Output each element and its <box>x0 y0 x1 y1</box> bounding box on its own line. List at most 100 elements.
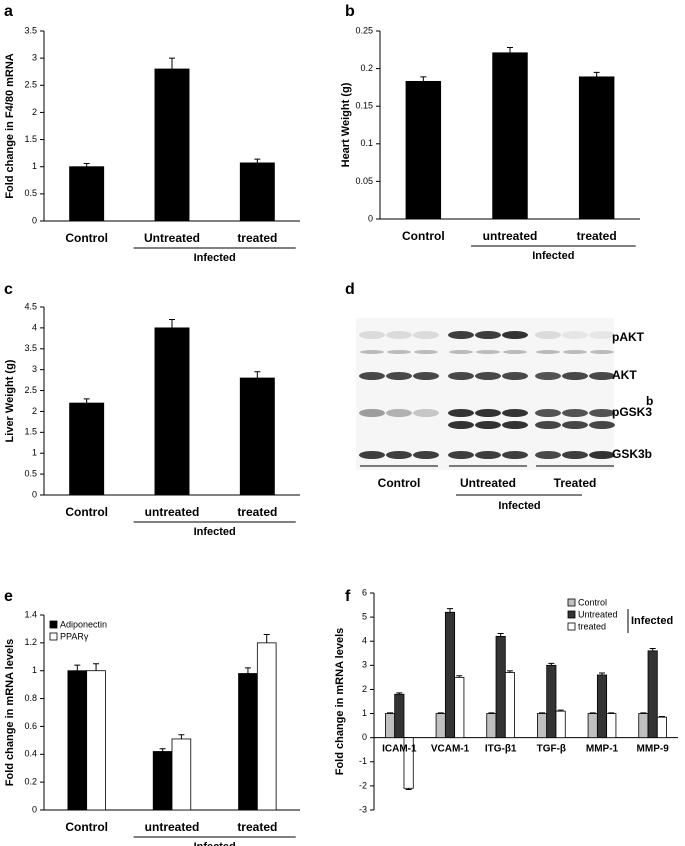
bar <box>239 162 275 222</box>
bar <box>67 670 88 811</box>
error-bar <box>263 634 270 643</box>
y-tick-label: 1 <box>32 161 37 171</box>
y-tick-label: 1 <box>32 448 37 458</box>
blot-band <box>503 350 527 354</box>
blot-row-label: pAKT <box>612 330 645 344</box>
y-tick-label: 3 <box>32 364 37 374</box>
blot-group-label: Control <box>378 476 421 490</box>
y-tick-label: 5 <box>362 611 367 621</box>
bar <box>154 68 190 222</box>
bar <box>587 713 598 739</box>
bar <box>239 377 275 496</box>
y-tick-label: 2 <box>32 107 37 117</box>
blot-band <box>502 421 528 429</box>
legend-label: Control <box>578 597 607 607</box>
error-bar <box>649 647 656 651</box>
panel-label: f <box>345 588 351 605</box>
y-tick-label: 0.15 <box>355 101 373 111</box>
error-bar <box>557 709 564 712</box>
y-tick-label: 0.4 <box>24 749 37 759</box>
bar <box>656 716 667 739</box>
bar <box>154 327 190 496</box>
error-bar <box>159 748 166 752</box>
group-label: Infected <box>194 252 236 264</box>
y-tick-label: 4.5 <box>24 301 37 311</box>
legend-label: Adiponectin <box>60 619 107 629</box>
blot-band <box>562 409 588 417</box>
blot-band <box>589 451 615 459</box>
bar <box>444 611 456 739</box>
blot-band <box>562 331 588 339</box>
y-axis-label: Fold change in mRNA levels <box>334 628 346 776</box>
bar <box>495 636 506 739</box>
x-tick-label: MMP-1 <box>586 743 619 754</box>
error-bar <box>539 712 546 714</box>
y-tick-label: 1.2 <box>24 637 37 647</box>
x-tick-label: Control <box>65 505 108 519</box>
y-tick-label: 0.8 <box>24 693 37 703</box>
blot-group-label: Treated <box>554 476 597 490</box>
blot-band <box>413 409 439 417</box>
y-tick-label: 0.2 <box>24 777 37 787</box>
blot-band <box>535 451 561 459</box>
y-tick-label: -1 <box>359 756 367 766</box>
error-bar <box>497 633 504 637</box>
x-tick-label: treated <box>237 231 277 245</box>
y-tick-label: 3.5 <box>24 343 37 353</box>
y-tick-label: 0 <box>368 213 373 223</box>
x-tick-label: untreated <box>145 505 200 519</box>
error-bar <box>608 712 615 714</box>
legend-label: treated <box>578 621 606 631</box>
blot-row-label: AKT <box>612 368 637 382</box>
y-tick-label: 1 <box>362 708 367 718</box>
y-tick-label: 0 <box>32 215 37 225</box>
y-tick-label: 1.4 <box>24 609 37 619</box>
y-tick-label: 0 <box>32 804 37 814</box>
y-axis-label: Heart Weight (g) <box>340 82 352 167</box>
blot-band <box>562 372 588 380</box>
x-tick-label: ICAM-1 <box>382 743 417 754</box>
bar <box>238 673 258 811</box>
y-tick-label: 4 <box>362 636 367 646</box>
blot-band <box>589 331 615 339</box>
blot-band <box>413 372 439 380</box>
blot-group-label: Infected <box>498 500 540 512</box>
blot-band <box>536 350 560 354</box>
blot-band <box>590 350 614 354</box>
legend-swatch <box>567 610 576 619</box>
group-label: Infected <box>532 250 574 262</box>
blot-band <box>448 331 474 339</box>
blot-band <box>562 451 588 459</box>
blot-band <box>562 421 588 429</box>
y-tick-label: 2.5 <box>24 80 37 90</box>
panel-label: c <box>4 281 13 298</box>
y-tick-label: 4 <box>32 322 37 332</box>
bar <box>454 676 465 739</box>
bar <box>555 710 566 739</box>
group-label: Infected <box>194 526 236 538</box>
error-bar <box>589 712 596 714</box>
y-axis-label: Fold change in F4/80 mRNA <box>4 53 16 199</box>
x-tick-label: Control <box>65 820 108 834</box>
bar <box>69 166 105 222</box>
y-tick-label: 6 <box>362 587 367 597</box>
error-bar <box>507 47 513 53</box>
blot-band <box>502 372 528 380</box>
x-tick-label: untreated <box>483 229 538 243</box>
x-tick-label: untreated <box>145 820 200 834</box>
blot-band <box>448 451 474 459</box>
bar <box>504 672 515 739</box>
blot-band <box>589 421 615 429</box>
blot-band <box>386 331 412 339</box>
error-bar <box>387 712 394 714</box>
blot-row-label: pGSK3 <box>612 405 652 419</box>
x-tick-label: VCAM-1 <box>431 743 470 754</box>
x-tick-label: treated <box>237 820 277 834</box>
blot-band <box>359 409 385 417</box>
error-bar <box>488 712 495 714</box>
error-bar <box>169 57 175 69</box>
blot-band <box>448 372 474 380</box>
bar <box>405 80 442 220</box>
y-tick-label: 0.6 <box>24 721 37 731</box>
blot-band <box>359 331 385 339</box>
